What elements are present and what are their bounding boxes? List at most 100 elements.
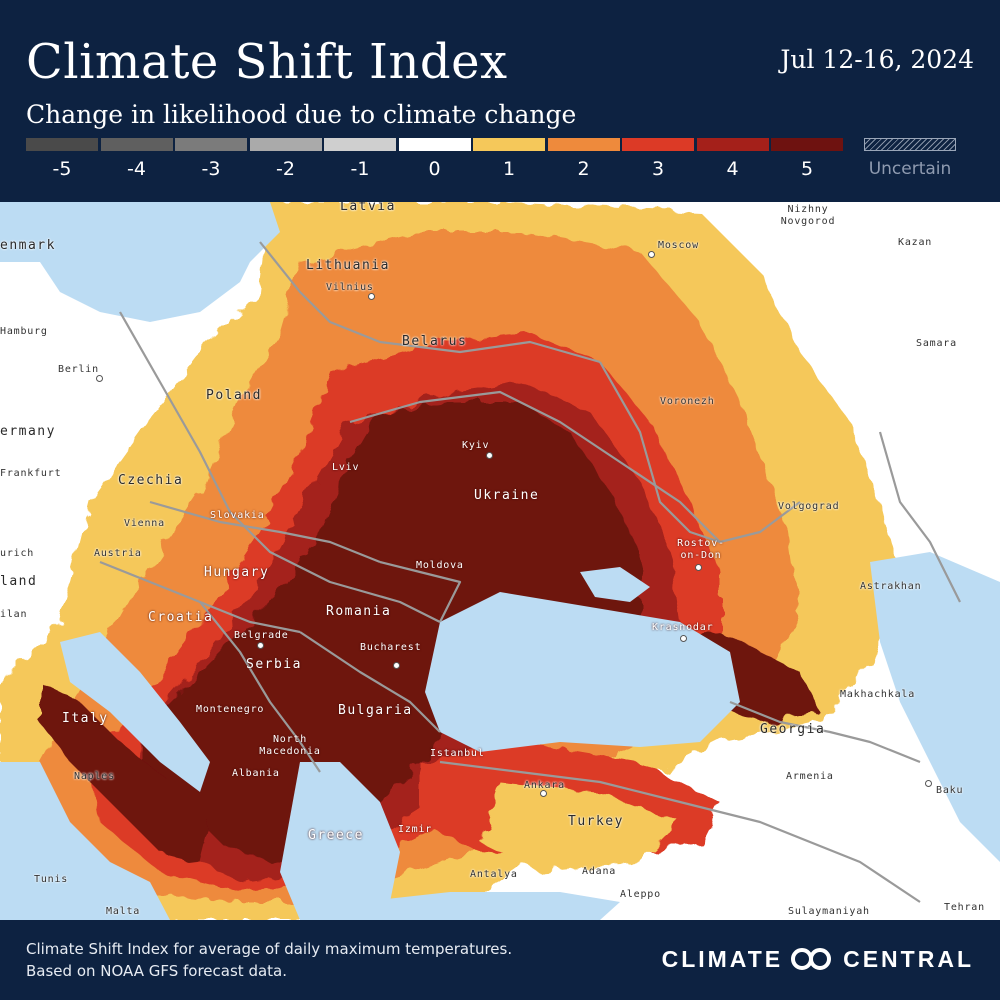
border-line (299, 631, 441, 733)
border-line (379, 560, 462, 623)
label-frankfurt: Frankfurt (0, 468, 62, 479)
footnote: Climate Shift Index for average of daily… (26, 938, 512, 982)
label-slovakia: Slovakia (210, 510, 265, 521)
border-line (149, 500, 381, 564)
zone-level1-turkey (480, 782, 680, 872)
date-range: Jul 12-16, 2024 (780, 45, 974, 74)
brand-logo: CLIMATE CENTRAL (662, 944, 974, 974)
label-sulaymaniyah: Sulaymaniyah (788, 906, 870, 917)
border-line (119, 311, 441, 623)
label-switzerland: land (0, 574, 38, 589)
uncertain-hatch-swatch (864, 138, 956, 151)
label-samara: Samara (916, 338, 957, 349)
baltic-gulf (150, 202, 280, 282)
border-line (878, 431, 961, 603)
color-legend: -5 -4 -3 -2 -1 0 1 2 3 4 5 Uncertain (26, 138, 956, 188)
label-armenia: Armenia (786, 771, 834, 782)
header: Climate Shift Index Jul 12-16, 2024 Chan… (0, 0, 1000, 202)
label-lviv: Lviv (332, 462, 360, 473)
footnote-line-2: Based on NOAA GFS forecast data. (26, 962, 287, 980)
border-line (439, 760, 921, 903)
legend-item-uncertain: Uncertain (864, 138, 956, 188)
legend-item-3: 3 (622, 138, 694, 188)
label-izmir: Izmir (398, 824, 433, 835)
label-tehran: Tehran (944, 902, 985, 913)
label-vienna: Vienna (124, 518, 165, 529)
label-aleppo: Aleppo (620, 889, 661, 900)
brand-text-left: CLIMATE (661, 945, 784, 972)
label-belarus: Belarus (402, 334, 468, 349)
legend-item-4: 4 (696, 138, 769, 188)
zone-level5-italy (40, 682, 210, 862)
footnote-line-1: Climate Shift Index for average of daily… (26, 940, 513, 958)
label-georgia: Georgia (760, 722, 826, 737)
label-volgograd: Volgograd (778, 501, 840, 512)
label-istanbul: Istanbul (430, 748, 485, 759)
label-north-macedonia: North Macedonia (259, 734, 321, 757)
legend-item-minus1: -1 (324, 138, 396, 188)
border-line (349, 390, 721, 543)
zone-level5 (140, 402, 640, 862)
border-line (259, 241, 601, 364)
black-sea (425, 592, 740, 752)
legend-swatch (473, 138, 545, 151)
city-dot-rostov (695, 564, 702, 571)
map-canvas (0, 202, 1000, 920)
legend-label: 3 (651, 158, 665, 180)
legend-label: 4 (726, 158, 739, 180)
legend-item-2: 2 (547, 138, 620, 188)
page-title: Climate Shift Index (26, 34, 508, 90)
legend-swatch (249, 138, 322, 151)
city-dot-belgrade (257, 642, 264, 649)
label-bulgaria: Bulgaria (338, 703, 413, 718)
label-baku: Baku (936, 785, 964, 796)
mediterranean-west (0, 762, 170, 920)
label-tunis: Tunis (34, 874, 69, 885)
city-dot-berlin (96, 375, 103, 382)
legend-item-minus3: -3 (175, 138, 247, 188)
label-nizhny: Nizhny Novgorod (780, 204, 836, 227)
footer: Climate Shift Index for average of daily… (0, 920, 1000, 1000)
label-austria: Austria (94, 548, 142, 559)
label-vilnius: Vilnius (326, 282, 374, 293)
legend-swatch (175, 138, 247, 151)
legend-item-minus4: -4 (100, 138, 173, 188)
label-ukraine: Ukraine (474, 488, 540, 503)
legend-swatch (696, 138, 769, 151)
legend-swatch (622, 138, 694, 151)
label-moscow: Moscow (658, 240, 699, 251)
aegean-sea (280, 762, 400, 920)
legend-label: -1 (350, 158, 370, 180)
label-rostov: Rostov-on-Don (677, 538, 725, 561)
caspian-sea (870, 552, 1000, 862)
border-line (199, 601, 321, 773)
label-albania: Albania (232, 768, 280, 779)
legend-swatch (26, 138, 98, 151)
page-subtitle: Change in likelihood due to climate chan… (26, 100, 577, 129)
label-belgrade: Belgrade (234, 630, 289, 641)
border-line (729, 700, 921, 764)
label-antalya: Antalya (470, 869, 518, 880)
label-ankara: Ankara (524, 780, 565, 791)
label-czechia: Czechia (118, 473, 184, 488)
legend-item-minus2: -2 (249, 138, 322, 188)
label-kazan: Kazan (898, 237, 933, 248)
label-kyiv: Kyiv (462, 440, 490, 451)
label-montenegro: Montenegro (196, 704, 265, 715)
legend-item-5: 5 (771, 138, 843, 188)
brand-text-right: CENTRAL (843, 945, 974, 972)
legend-label: 2 (577, 158, 590, 180)
label-germany: ermany (0, 424, 56, 439)
label-hamburg: Hamburg (0, 326, 48, 337)
city-dot-ankara (540, 790, 547, 797)
label-berlin: Berlin (58, 364, 99, 375)
sea-of-azov (580, 567, 650, 602)
label-lithuania: Lithuania (306, 258, 390, 273)
label-milan: ilan (0, 609, 28, 620)
label-zurich: urich (0, 548, 35, 559)
border-line (599, 361, 801, 544)
label-naples: Naples (74, 771, 115, 782)
legend-swatch (771, 138, 843, 151)
label-voronezh: Voronezh (660, 396, 715, 407)
label-astrakhan: Astrakhan (860, 581, 922, 592)
